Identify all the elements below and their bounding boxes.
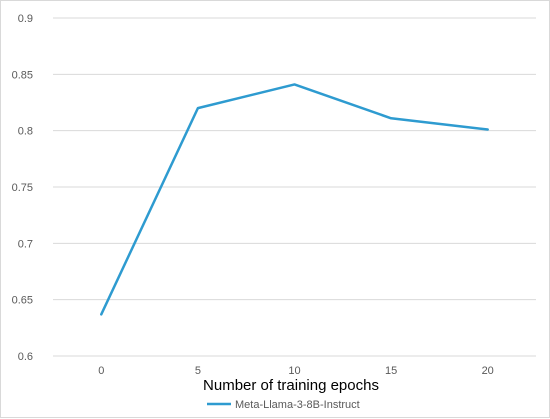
series-line xyxy=(101,84,487,314)
x-tick-label: 15 xyxy=(385,365,397,377)
x-tick-label: 0 xyxy=(98,365,104,377)
y-tick-label: 0.65 xyxy=(12,295,33,307)
y-tick-label: 0.9 xyxy=(18,13,33,25)
x-axis-ticks: 0 5 10 15 20 xyxy=(98,365,494,377)
y-tick-label: 0.8 xyxy=(18,126,33,138)
x-tick-label: 10 xyxy=(288,365,300,377)
x-tick-label: 20 xyxy=(482,365,494,377)
x-axis-title: Number of training epochs xyxy=(203,377,379,394)
x-tick-label: 5 xyxy=(195,365,201,377)
y-tick-label: 0.85 xyxy=(12,69,33,81)
series-lines xyxy=(101,84,487,314)
y-tick-label: 0.6 xyxy=(18,351,33,363)
gridlines xyxy=(53,18,536,356)
y-axis-ticks: 0.6 0.65 0.7 0.75 0.8 0.85 0.9 xyxy=(12,13,33,363)
legend: Meta-Llama-3-8B-Instruct xyxy=(207,399,360,411)
y-tick-label: 0.75 xyxy=(12,182,33,194)
y-tick-label: 0.7 xyxy=(18,238,33,250)
legend-label: Meta-Llama-3-8B-Instruct xyxy=(235,399,360,411)
